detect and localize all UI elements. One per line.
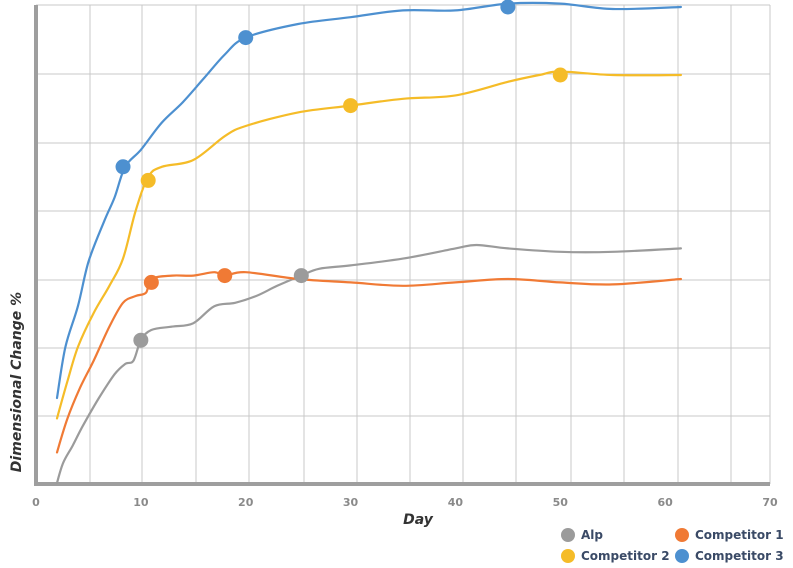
data-point-competitor-1 bbox=[217, 268, 233, 284]
legend: Alp Competitor 1 Competitor 2 Competitor 3 bbox=[561, 528, 784, 563]
grid bbox=[35, 4, 771, 485]
x-tick-label: 10 bbox=[133, 496, 149, 509]
series-line-competitor-2 bbox=[55, 70, 682, 420]
data-point-competitor-3 bbox=[115, 159, 131, 175]
x-axis-title: Day bbox=[403, 512, 434, 528]
data-point-competitor-3 bbox=[238, 30, 254, 46]
x-tick-label: 30 bbox=[343, 496, 359, 509]
data-point-alp bbox=[293, 268, 309, 284]
data-point-competitor-2 bbox=[552, 67, 568, 83]
data-point-competitor-2 bbox=[140, 172, 156, 188]
legend-swatch-competitor-2 bbox=[561, 549, 575, 563]
legend-swatch-competitor-3 bbox=[675, 549, 689, 563]
x-tick-label: 70 bbox=[762, 496, 778, 509]
y-axis-title: Dimensional Change % bbox=[9, 292, 25, 472]
series-markers bbox=[115, 0, 568, 348]
data-point-alp bbox=[133, 332, 149, 348]
data-point-competitor-1 bbox=[143, 274, 159, 290]
series-lines bbox=[55, 1, 682, 485]
axes bbox=[34, 5, 770, 486]
x-tick-label: 40 bbox=[448, 496, 464, 509]
legend-label-competitor-2: Competitor 2 bbox=[581, 549, 670, 563]
series-line-competitor-1 bbox=[55, 271, 682, 454]
legend-swatch-alp bbox=[561, 528, 575, 542]
x-tick-label: 60 bbox=[657, 496, 673, 509]
x-tick-labels: 0 10 20 30 40 50 60 70 bbox=[32, 496, 778, 509]
series-line-competitor-3 bbox=[55, 1, 682, 400]
data-point-competitor-2 bbox=[343, 98, 359, 114]
x-tick-label: 0 bbox=[32, 496, 40, 509]
series-line-alp bbox=[55, 243, 682, 485]
legend-label-competitor-3: Competitor 3 bbox=[695, 549, 784, 563]
x-tick-label: 20 bbox=[238, 496, 254, 509]
data-point-competitor-3 bbox=[500, 0, 516, 15]
legend-label-alp: Alp bbox=[581, 528, 603, 542]
x-tick-label: 50 bbox=[553, 496, 569, 509]
legend-swatch-competitor-1 bbox=[675, 528, 689, 542]
legend-label-competitor-1: Competitor 1 bbox=[695, 528, 784, 542]
